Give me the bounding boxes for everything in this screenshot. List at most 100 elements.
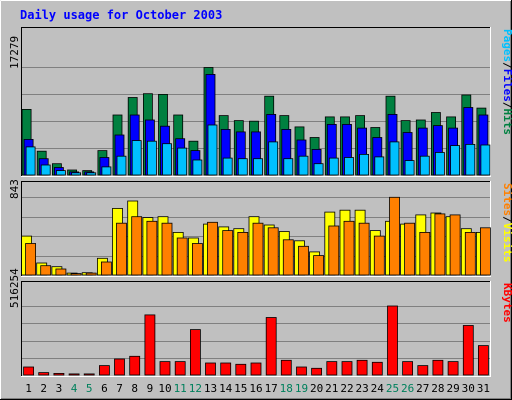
- chart-panel-2: 843 Sites/Visits: [8, 179, 512, 277]
- bar-sites-undefined: [55, 268, 67, 276]
- bar-kbytes-undefined: [402, 361, 414, 376]
- x-tick-label-11: 11: [174, 382, 187, 395]
- bar-sites-undefined: [298, 245, 309, 276]
- bar-pages-14: [222, 157, 233, 176]
- legend-visits: Visits: [501, 223, 512, 263]
- bar-pages-31: [480, 144, 491, 176]
- bar-kbytes-undefined: [114, 358, 125, 376]
- bar-sites-undefined: [282, 239, 294, 276]
- x-tick-label-2: 2: [40, 382, 47, 395]
- bar-sites-undefined: [25, 243, 37, 276]
- legend-pages: Pages: [501, 29, 512, 62]
- x-tick-label-31: 31: [477, 382, 490, 395]
- x-tick-label-13: 13: [204, 382, 217, 395]
- x-tick-label-8: 8: [131, 382, 138, 395]
- bar-pages-8: [131, 140, 142, 176]
- x-tick-label-24: 24: [371, 382, 385, 395]
- bar-sites-undefined: [40, 265, 52, 276]
- bar-pages-15: [237, 158, 248, 176]
- bar-sites-undefined: [131, 216, 143, 276]
- bar-kbytes-undefined: [53, 372, 65, 376]
- bar-pages-20: [313, 163, 324, 176]
- x-tick-label-9: 9: [147, 382, 154, 395]
- bar-pages-30: [465, 143, 476, 176]
- bar-sites-undefined: [464, 231, 476, 276]
- bar-sites-undefined: [434, 213, 446, 276]
- bar-kbytes-undefined: [220, 362, 232, 376]
- x-tick-label-28: 28: [431, 382, 444, 395]
- bar-kbytes-undefined: [205, 362, 216, 376]
- bar-sites-undefined: [343, 220, 355, 276]
- x-tick-label-7: 7: [116, 382, 123, 395]
- legend-separator: /: [501, 216, 512, 223]
- bar-kbytes-undefined: [189, 329, 201, 376]
- chart-panel-3: 516254 KBytes: [8, 268, 512, 377]
- bar-sites-undefined: [101, 261, 112, 276]
- bar-kbytes-undefined: [159, 361, 171, 376]
- bar-sites-undefined: [191, 243, 203, 276]
- x-tick-label-21: 21: [325, 382, 338, 395]
- bar-kbytes-undefined: [356, 359, 368, 376]
- bar-pages-18: [283, 158, 294, 176]
- bar-kbytes-undefined: [447, 361, 459, 376]
- bar-sites-undefined: [419, 231, 431, 276]
- bar-pages-17: [268, 141, 279, 176]
- bar-kbytes-undefined: [280, 359, 292, 376]
- bar-sites-undefined: [449, 214, 461, 276]
- x-tick-label-22: 22: [340, 382, 353, 395]
- bar-kbytes-undefined: [129, 355, 141, 376]
- bar-sites-undefined: [70, 273, 82, 276]
- x-tick-label-1: 1: [25, 382, 32, 395]
- bar-pages-9: [146, 140, 157, 176]
- bar-pages-16: [253, 158, 263, 176]
- y-max-label: 843: [8, 179, 21, 199]
- bar-kbytes-undefined: [68, 373, 80, 376]
- x-tick-label-16: 16: [249, 382, 262, 395]
- bar-kbytes-undefined: [38, 372, 50, 376]
- bar-kbytes-undefined: [296, 366, 307, 376]
- bar-sites-undefined: [313, 255, 325, 276]
- bar-pages-23: [359, 153, 370, 176]
- bar-pages-2: [40, 164, 51, 176]
- legend-files: Files: [501, 69, 512, 102]
- legend-hits: Hits: [501, 109, 512, 136]
- bar-sites-undefined: [237, 231, 249, 276]
- bar-pages-6: [101, 166, 112, 176]
- bar-sites-undefined: [373, 235, 385, 276]
- bar-sites-undefined: [267, 227, 279, 276]
- x-tick-label-20: 20: [310, 382, 323, 395]
- x-tick-label-30: 30: [462, 382, 475, 395]
- x-tick-label-3: 3: [56, 382, 63, 395]
- bar-kbytes-undefined: [432, 359, 444, 376]
- bar-pages-11: [177, 147, 188, 176]
- bar-sites-undefined: [146, 220, 158, 276]
- bar-pages-10: [162, 143, 172, 176]
- series-legend: Pages/Files/Hits: [501, 29, 512, 135]
- bar-pages-4: [71, 172, 81, 176]
- bar-kbytes-undefined: [477, 345, 489, 376]
- x-tick-label-5: 5: [86, 382, 93, 395]
- x-tick-label-4: 4: [71, 382, 78, 395]
- bar-kbytes-undefined: [144, 314, 156, 376]
- bar-pages-13: [207, 124, 218, 176]
- x-tick-label-14: 14: [219, 382, 233, 395]
- legend-kbytes: KBytes: [501, 283, 512, 323]
- x-tick-label-10: 10: [158, 382, 171, 395]
- bar-pages-7: [116, 155, 127, 176]
- bar-kbytes-undefined: [417, 365, 429, 376]
- x-tick-label-25: 25: [386, 382, 399, 395]
- bar-kbytes-undefined: [387, 305, 398, 376]
- bar-pages-26: [404, 160, 415, 176]
- bar-kbytes-undefined: [311, 367, 323, 376]
- bar-sites-undefined: [389, 196, 400, 276]
- bar-sites-undefined: [207, 221, 218, 276]
- x-tick-label-29: 29: [446, 382, 459, 395]
- bar-sites-undefined: [252, 222, 264, 276]
- y-max-label: 516254: [8, 268, 21, 308]
- bar-sites-undefined: [479, 227, 491, 276]
- bar-sites-undefined: [328, 225, 340, 276]
- bar-pages-27: [419, 155, 430, 176]
- bar-pages-21: [328, 157, 339, 176]
- legend-separator: /: [501, 102, 512, 109]
